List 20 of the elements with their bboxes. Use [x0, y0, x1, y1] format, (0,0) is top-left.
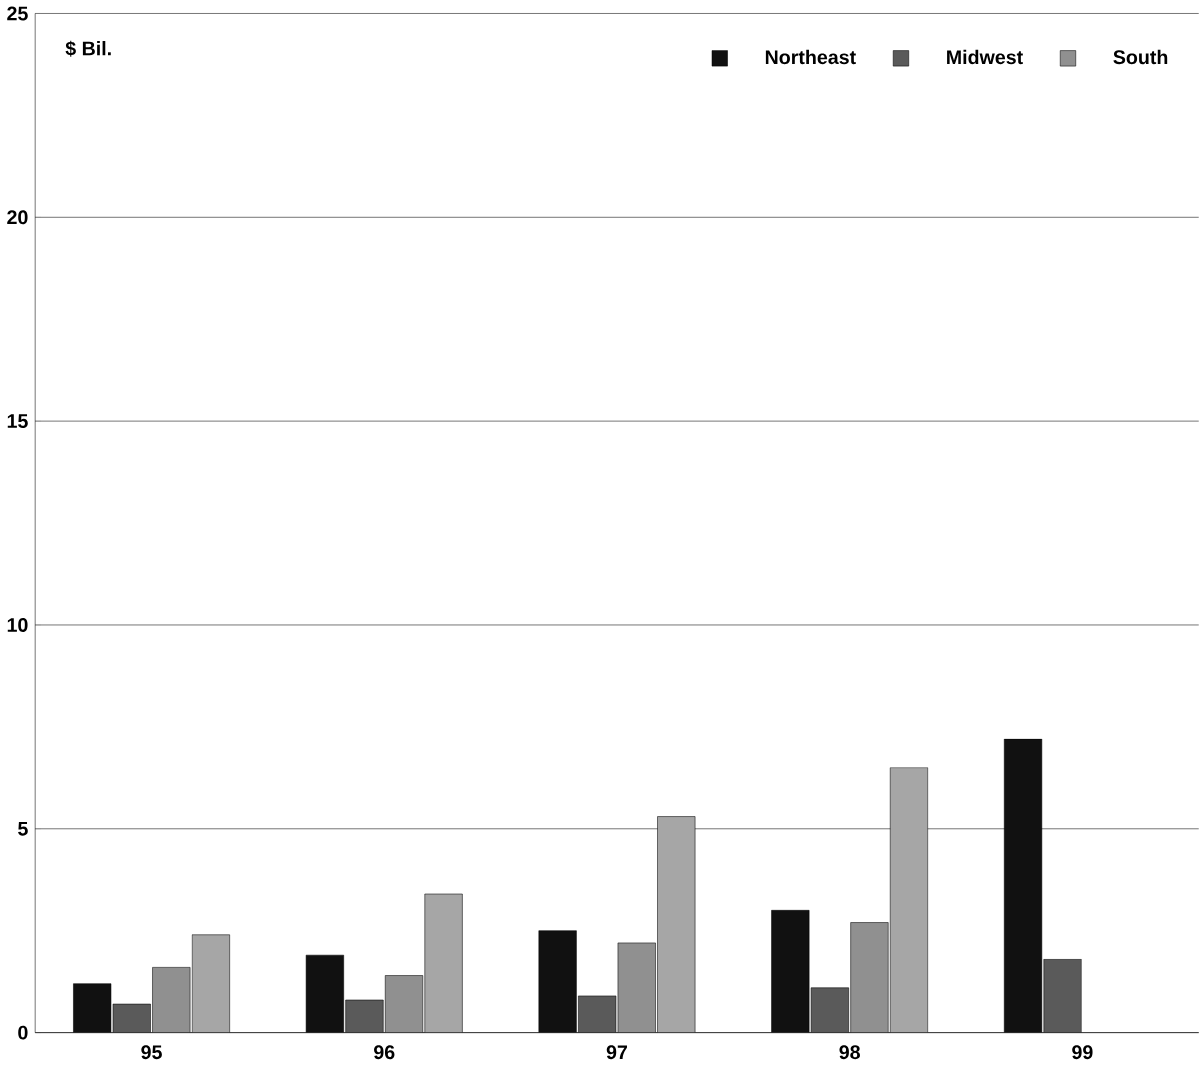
y-tick-label: 0 [18, 1025, 28, 1040]
y-tick-label: 10 [7, 618, 28, 633]
x-tick-label: 98 [839, 1045, 860, 1060]
x-tick-label: 95 [141, 1045, 162, 1060]
legend-label: South [1113, 49, 1168, 65]
legend-label: Midwest [947, 49, 1023, 65]
y-tick-label: 20 [7, 210, 28, 225]
x-tick-label: 97 [606, 1045, 627, 1060]
x-tick-label: 99 [1072, 1045, 1093, 1060]
y-tick-label: 25 [7, 6, 28, 21]
y-tick-label: 15 [7, 414, 28, 429]
y-axis-title: $ Bil. [65, 40, 111, 57]
bar [538, 930, 577, 1033]
y-tick-label: 5 [18, 822, 28, 836]
bar [771, 910, 810, 1033]
bar [73, 983, 112, 1033]
x-tick-label: 96 [374, 1045, 395, 1060]
legend-label: Northeast [765, 49, 856, 65]
bar [1003, 738, 1043, 1033]
bar [305, 955, 344, 1033]
